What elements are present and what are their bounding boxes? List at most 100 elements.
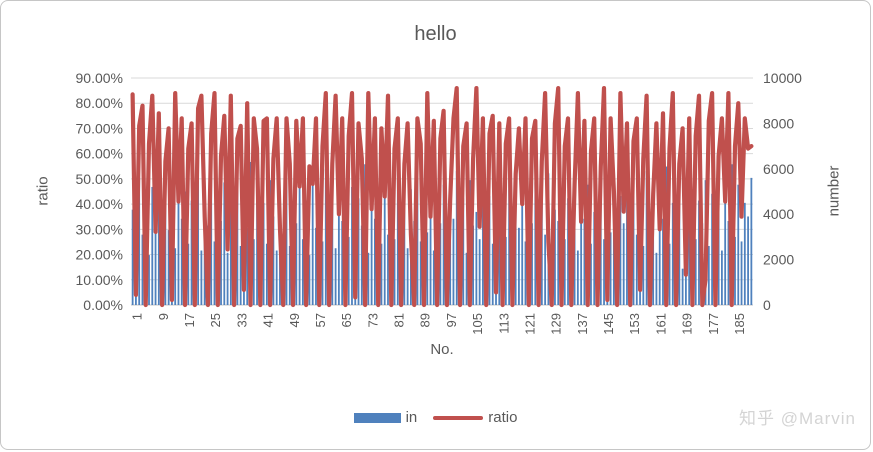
bar (393, 239, 396, 305)
bar (154, 223, 157, 305)
left-axis-tick-label: 40.00% (76, 196, 123, 212)
x-axis-tick-label: 121 (522, 313, 537, 335)
x-axis-tick-label: 129 (549, 313, 564, 335)
bar (439, 223, 442, 305)
x-axis-tick-label: 113 (496, 313, 511, 334)
bar (508, 175, 511, 305)
x-axis-tick-label: 57 (313, 313, 328, 327)
bar (380, 243, 383, 305)
bar (707, 245, 710, 305)
bar (619, 196, 622, 305)
bar (491, 243, 494, 305)
bar (488, 196, 491, 305)
bar (226, 252, 229, 305)
right-axis-tick-label: 4000 (763, 206, 794, 222)
bar (563, 239, 566, 305)
bar (609, 232, 612, 305)
x-axis-tick-label: 161 (653, 313, 668, 335)
bar (141, 234, 144, 305)
bar (341, 221, 344, 305)
right-axis-tick-label: 2000 (763, 252, 794, 268)
bar (148, 255, 150, 305)
legend-label-in: in (405, 409, 418, 426)
bar (367, 252, 370, 305)
x-axis-title: No. (430, 341, 454, 358)
x-axis-tick-label: 97 (444, 313, 459, 327)
x-axis-tick-label: 169 (680, 313, 695, 335)
bar (534, 182, 537, 305)
x-axis-tick-label: 17 (182, 313, 197, 327)
bar (671, 202, 674, 305)
x-axis-tick-label: 9 (156, 313, 171, 320)
bar (576, 250, 579, 305)
x-axis-tick-label: 177 (706, 313, 721, 335)
bar (590, 243, 592, 305)
bar (567, 198, 569, 305)
chart-title: hello (414, 23, 457, 45)
bar (262, 202, 265, 305)
bar (655, 252, 658, 305)
bar (337, 177, 340, 305)
bar (419, 241, 422, 305)
ratio-line (130, 85, 754, 308)
bar (347, 236, 350, 305)
bar (681, 268, 684, 305)
bar (324, 168, 327, 305)
bar (285, 171, 288, 305)
right-axis-tick-label: 8000 (763, 115, 794, 131)
bar (455, 171, 458, 305)
bar (246, 227, 249, 305)
bar (180, 218, 183, 305)
right-axis-tick-label: 10000 (763, 70, 802, 86)
left-axis-tick-label: 50.00% (76, 171, 123, 187)
bar (288, 245, 291, 305)
bar (138, 177, 141, 305)
x-axis-tick-label: 25 (208, 313, 223, 327)
bar (635, 234, 638, 305)
bar (157, 196, 160, 305)
bar (387, 234, 389, 305)
bar (265, 243, 268, 305)
bar (223, 182, 226, 305)
bar (518, 227, 520, 305)
bar (321, 241, 324, 305)
line-series-swatch-icon (433, 415, 484, 420)
bar (698, 200, 700, 305)
bar (403, 209, 406, 305)
right-axis-tick-label: 0 (763, 297, 771, 313)
left-axis-tick-label: 0.00% (83, 297, 123, 313)
bar (740, 241, 743, 305)
bar (131, 209, 134, 305)
x-axis-tick-label: 41 (261, 313, 276, 327)
bar (360, 225, 363, 305)
right-axis-tick-label: 6000 (763, 161, 794, 177)
bar (743, 202, 746, 305)
bar (694, 239, 697, 305)
bar (727, 221, 730, 305)
x-axis-tick-label: 137 (575, 313, 590, 335)
bar (197, 175, 200, 305)
bar (462, 198, 465, 305)
left-axis-tick-label: 90.00% (76, 70, 123, 86)
bar (472, 225, 474, 305)
bar (557, 221, 560, 305)
bar (357, 198, 360, 305)
x-axis-tick-label: 81 (392, 313, 407, 327)
bar (747, 216, 749, 305)
bar (737, 184, 740, 305)
bar (432, 250, 435, 305)
left-axis-tick-label: 20.00% (76, 247, 123, 263)
bar (583, 218, 586, 305)
bar (475, 211, 478, 305)
bar (544, 234, 547, 305)
left-axis-tick-label: 60.00% (76, 146, 123, 162)
x-axis-tick-label: 145 (601, 313, 616, 335)
bar-series-swatch-icon (353, 412, 401, 423)
left-axis-tick-label: 80.00% (76, 95, 123, 111)
x-axis-tick-label: 153 (627, 313, 642, 335)
x-axis-tick-label: 89 (418, 313, 433, 327)
bar (200, 250, 203, 305)
x-axis-tick-label: 1 (130, 313, 145, 320)
watermark: 知乎 @Marvin (739, 409, 856, 428)
bar (688, 225, 691, 305)
